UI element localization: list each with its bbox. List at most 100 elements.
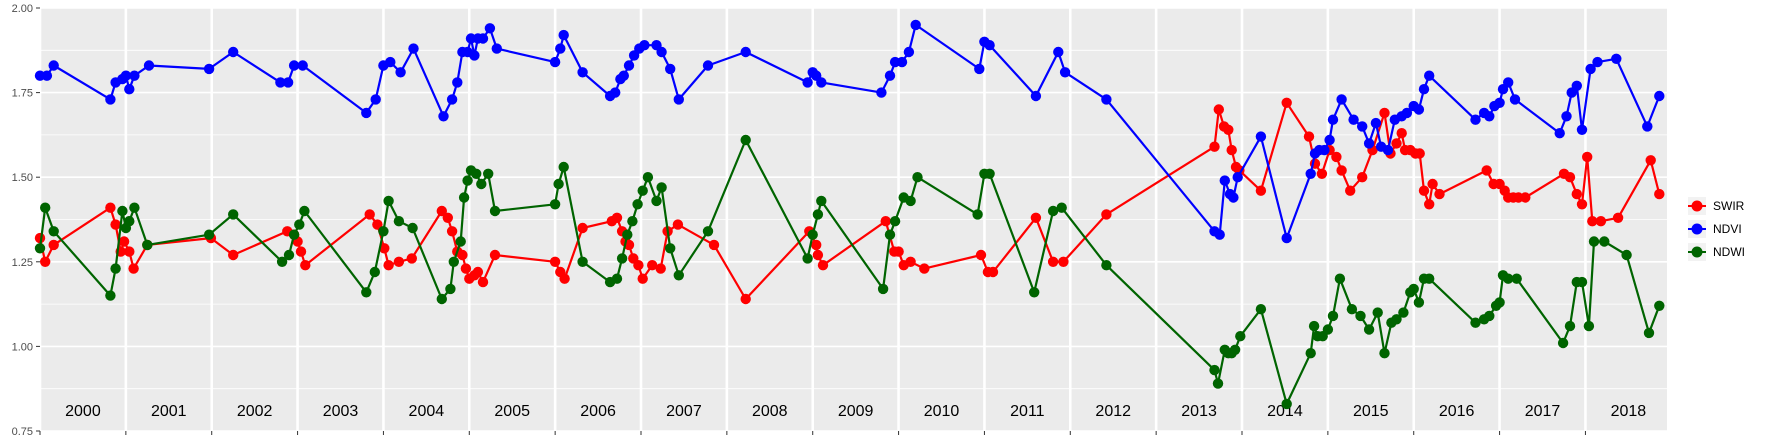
data-point-swir [457, 249, 468, 261]
year-label: 2014 [1267, 403, 1303, 420]
data-point-ndwi [1101, 260, 1112, 271]
year-label: 2001 [151, 403, 187, 420]
data-point-ndwi [807, 229, 818, 240]
year-label: 2017 [1525, 403, 1561, 420]
data-point-ndwi [1308, 320, 1320, 332]
data-point-ndwi [288, 229, 300, 240]
data-point-ndwi [673, 270, 684, 281]
data-point-ndwi [1029, 287, 1040, 298]
data-point-ndvi [984, 40, 995, 51]
data-point-ndvi [910, 19, 921, 31]
data-point-ndwi [129, 202, 140, 213]
data-point-ndwi [702, 226, 714, 237]
data-point-ndwi [1408, 283, 1419, 295]
data-point-ndvi [1611, 53, 1622, 64]
data-point-ndwi [1346, 304, 1358, 315]
data-point-ndwi [448, 256, 459, 267]
data-point-ndvi [105, 94, 116, 105]
data-point-ndwi [642, 172, 654, 183]
year-label: 2008 [752, 403, 788, 420]
data-point-swir [1255, 185, 1267, 196]
data-point-swir [379, 243, 390, 254]
data-point-ndwi [984, 168, 995, 179]
data-point-swir [549, 256, 561, 267]
data-point-ndwi [369, 266, 380, 278]
data-point-ndwi [1327, 310, 1339, 322]
data-point-ndvi [1470, 114, 1481, 125]
data-point-ndwi [407, 222, 418, 234]
data-point-ndwi [1281, 398, 1292, 410]
data-point-ndvi [361, 107, 372, 119]
data-point-ndwi [458, 192, 470, 203]
data-point-ndvi [884, 70, 896, 81]
data-point-ndvi [1561, 111, 1572, 122]
data-point-ndwi [1564, 320, 1576, 332]
data-point-ndwi [1056, 202, 1067, 213]
data-point-ndwi [740, 134, 751, 146]
data-point-ndvi [395, 67, 406, 78]
data-point-ndvi [1281, 232, 1292, 244]
data-point-swir [128, 263, 139, 274]
legend-label: SWIR [1713, 199, 1745, 213]
data-point-ndvi [1336, 94, 1347, 105]
data-point-ndwi [665, 243, 676, 254]
data-point-ndvi [408, 43, 419, 54]
data-point-ndvi [477, 33, 489, 44]
data-point-ndwi [558, 161, 569, 173]
data-point-ndvi [1418, 84, 1430, 95]
data-point-ndvi [673, 94, 684, 105]
data-point-swir [811, 239, 822, 251]
data-point-ndvi [974, 63, 985, 75]
data-point-ndvi [1503, 77, 1514, 88]
data-point-swir [1336, 165, 1347, 176]
data-point-ndvi [143, 60, 155, 71]
data-point-ndvi [469, 50, 480, 61]
data-point-ndwi [616, 253, 628, 264]
data-point-ndvi [1654, 90, 1665, 102]
data-point-ndwi [393, 216, 405, 227]
data-point-ndvi [438, 111, 449, 122]
data-point-ndwi [1209, 364, 1220, 376]
data-point-ndvi [1305, 168, 1316, 179]
data-point-ndvi [802, 77, 813, 88]
data-point-swir [1571, 188, 1583, 200]
data-point-ndvi [1357, 121, 1368, 132]
data-point-ndvi [484, 23, 496, 34]
data-point-ndvi [740, 46, 751, 58]
data-point-ndvi [124, 84, 135, 95]
data-point-ndwi [1557, 337, 1569, 349]
y-tick-label: 0.75 [12, 426, 33, 438]
data-point-ndwi [1363, 324, 1375, 335]
data-point-ndwi [283, 249, 295, 261]
data-point-swir [1223, 124, 1234, 135]
data-point-ndvi [1642, 121, 1653, 132]
data-point-ndvi [1232, 172, 1243, 183]
data-point-swir [1391, 138, 1402, 149]
data-point-swir [740, 293, 751, 305]
series-ndvi [34, 19, 1665, 244]
y-tick-label: 2.00 [12, 3, 33, 15]
data-point-ndvi [816, 77, 827, 88]
data-point-ndvi [1382, 144, 1394, 156]
data-point-ndwi [483, 168, 494, 179]
data-point-ndvi [656, 46, 667, 58]
data-point-ndvi [1494, 97, 1505, 109]
data-point-swir [647, 260, 658, 271]
series-ndwi [34, 134, 1665, 410]
data-point-swir [1213, 104, 1225, 115]
data-point-swir [1209, 141, 1220, 152]
data-point-swir [1379, 107, 1390, 119]
data-point-swir [1331, 151, 1342, 163]
data-point-swir [817, 260, 829, 271]
data-point-swir [893, 246, 904, 257]
data-point-swir [364, 209, 375, 220]
data-point-ndwi [877, 283, 889, 295]
data-point-ndwi [1334, 273, 1346, 284]
data-point-ndvi [297, 60, 308, 71]
data-point-swir [672, 219, 684, 230]
data-point-swir [812, 249, 824, 261]
data-point-swir [987, 266, 999, 278]
data-point-ndwi [1503, 273, 1514, 284]
data-point-swir [436, 205, 447, 217]
